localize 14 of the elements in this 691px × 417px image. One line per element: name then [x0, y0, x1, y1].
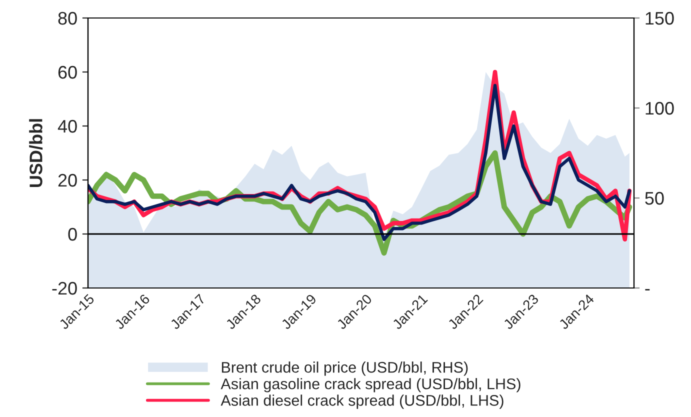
y-tick-label: 40	[58, 120, 77, 133]
y-tick-label: 80	[58, 12, 77, 25]
y2-tick-label: 150	[646, 12, 674, 25]
y2-tick-label: 50	[645, 192, 664, 205]
legend-label: Asian gasoline crack spread (USD/bbl, LHS)	[220, 378, 520, 392]
y-tick-label: -20	[52, 282, 77, 295]
y-tick-label: 60	[58, 66, 77, 79]
y-tick-label: 20	[58, 174, 77, 187]
legend-label: Brent crude oil price (USD/bbl, RHS)	[222, 362, 468, 376]
y-tick-label: 0	[68, 228, 77, 241]
legend-label: Asian diesel crack spread (USD/bbl, LHS)	[220, 394, 504, 409]
y2-tick-label: 100	[646, 102, 674, 115]
y-axis-title: USD/bbl	[29, 119, 43, 188]
y2-tick-label: -	[645, 289, 650, 290]
